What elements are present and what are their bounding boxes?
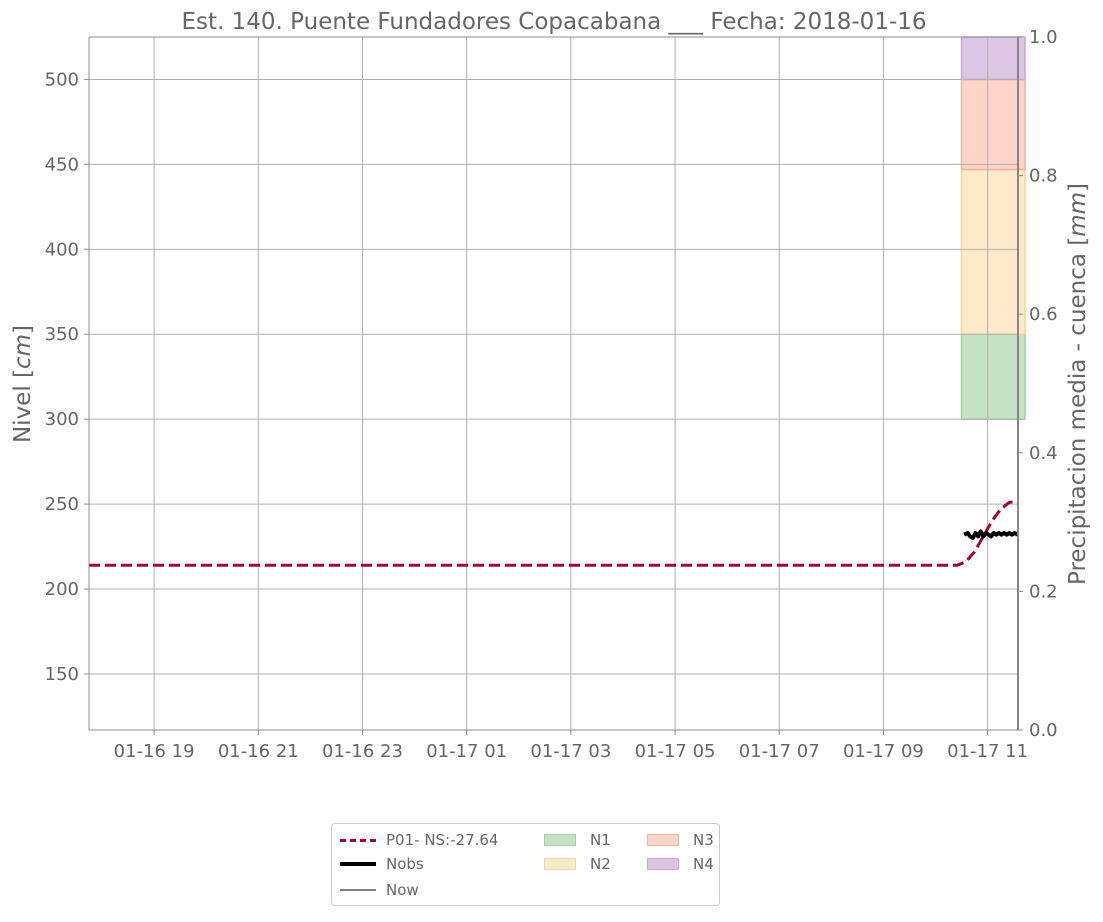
legend-item-now: Now xyxy=(340,880,419,900)
legend-label-n2: N2 xyxy=(590,855,611,873)
y2-tick-label-2: 0.4 xyxy=(1029,443,1058,464)
chart-title: Est. 140. Puente Fundadores Copacabana _… xyxy=(181,9,926,35)
legend-swatch-p01 xyxy=(340,838,376,842)
legend-label-nobs: Nobs xyxy=(386,855,424,873)
legend-label-n3: N3 xyxy=(693,831,714,849)
x-tick-label-2: 01-16 23 xyxy=(322,741,403,762)
series-line-nobs xyxy=(963,529,1019,541)
y-tick-label-400: 400 xyxy=(45,239,79,260)
level-band-n1 xyxy=(960,333,1026,420)
legend-swatch-n2 xyxy=(544,858,576,870)
y-tick-label-200: 200 xyxy=(45,579,79,600)
y-tick-label-150: 150 xyxy=(45,664,79,685)
legend-item-p01: P01- NS:-27.64 xyxy=(340,830,498,850)
y2-tick-label-5: 1.0 xyxy=(1029,27,1058,48)
legend: P01- NS:-27.64 Nobs Now N1 N2 N3 N4 xyxy=(331,823,720,906)
y-tick-label-300: 300 xyxy=(45,409,79,430)
y-tick-label-350: 350 xyxy=(45,324,79,345)
tick-labels: 01-16 19 01-16 21 01-16 23 01-17 01 01-17 03… xyxy=(45,27,1058,762)
x-tick-label-0: 01-16 19 xyxy=(114,741,195,762)
series-line-p01 xyxy=(89,499,1019,567)
y2-tick-label-3: 0.6 xyxy=(1029,304,1058,325)
axes xyxy=(84,36,1023,735)
legend-swatch-now xyxy=(340,889,376,891)
x-tick-label-3: 01-17 01 xyxy=(426,741,507,762)
level-band-n2 xyxy=(960,168,1026,335)
y2-axis-label: Precipitacion media - cuenca [mm] xyxy=(1065,183,1091,585)
y-tick-label-450: 450 xyxy=(45,154,79,175)
legend-swatch-n4 xyxy=(647,858,679,870)
legend-item-n2: N2 xyxy=(542,854,611,874)
series-lines xyxy=(89,37,1019,730)
y-axis-label: Nivel [cm] xyxy=(10,325,36,443)
y2-tick-label-0: 0.0 xyxy=(1029,720,1058,741)
grid-lines xyxy=(89,37,1018,730)
legend-label-now: Now xyxy=(386,881,419,899)
legend-item-n3: N3 xyxy=(645,830,714,850)
level-band-n4 xyxy=(960,36,1026,81)
x-tick-label-5: 01-17 05 xyxy=(635,741,716,762)
y-tick-label-500: 500 xyxy=(45,69,79,90)
legend-item-n1: N1 xyxy=(542,830,611,850)
legend-swatch-n3 xyxy=(647,834,679,846)
y2-tick-label-1: 0.2 xyxy=(1029,581,1058,602)
x-tick-label-8: 01-17 11 xyxy=(947,741,1028,762)
x-tick-label-1: 01-16 21 xyxy=(218,741,299,762)
y2-tick-label-4: 0.8 xyxy=(1029,166,1058,187)
legend-label-n4: N4 xyxy=(693,855,714,873)
legend-label-p01: P01- NS:-27.64 xyxy=(386,831,499,849)
level-bands xyxy=(960,36,1026,420)
x-tick-label-6: 01-17 07 xyxy=(739,741,820,762)
legend-item-nobs: Nobs xyxy=(340,854,424,874)
x-tick-label-7: 01-17 09 xyxy=(843,741,924,762)
legend-swatch-n1 xyxy=(544,834,576,846)
legend-swatch-nobs xyxy=(340,862,376,866)
legend-item-n4: N4 xyxy=(645,854,714,874)
legend-label-n1: N1 xyxy=(590,831,611,849)
x-tick-label-4: 01-17 03 xyxy=(530,741,611,762)
level-band-n3 xyxy=(960,78,1026,171)
y-tick-label-250: 250 xyxy=(45,494,79,515)
